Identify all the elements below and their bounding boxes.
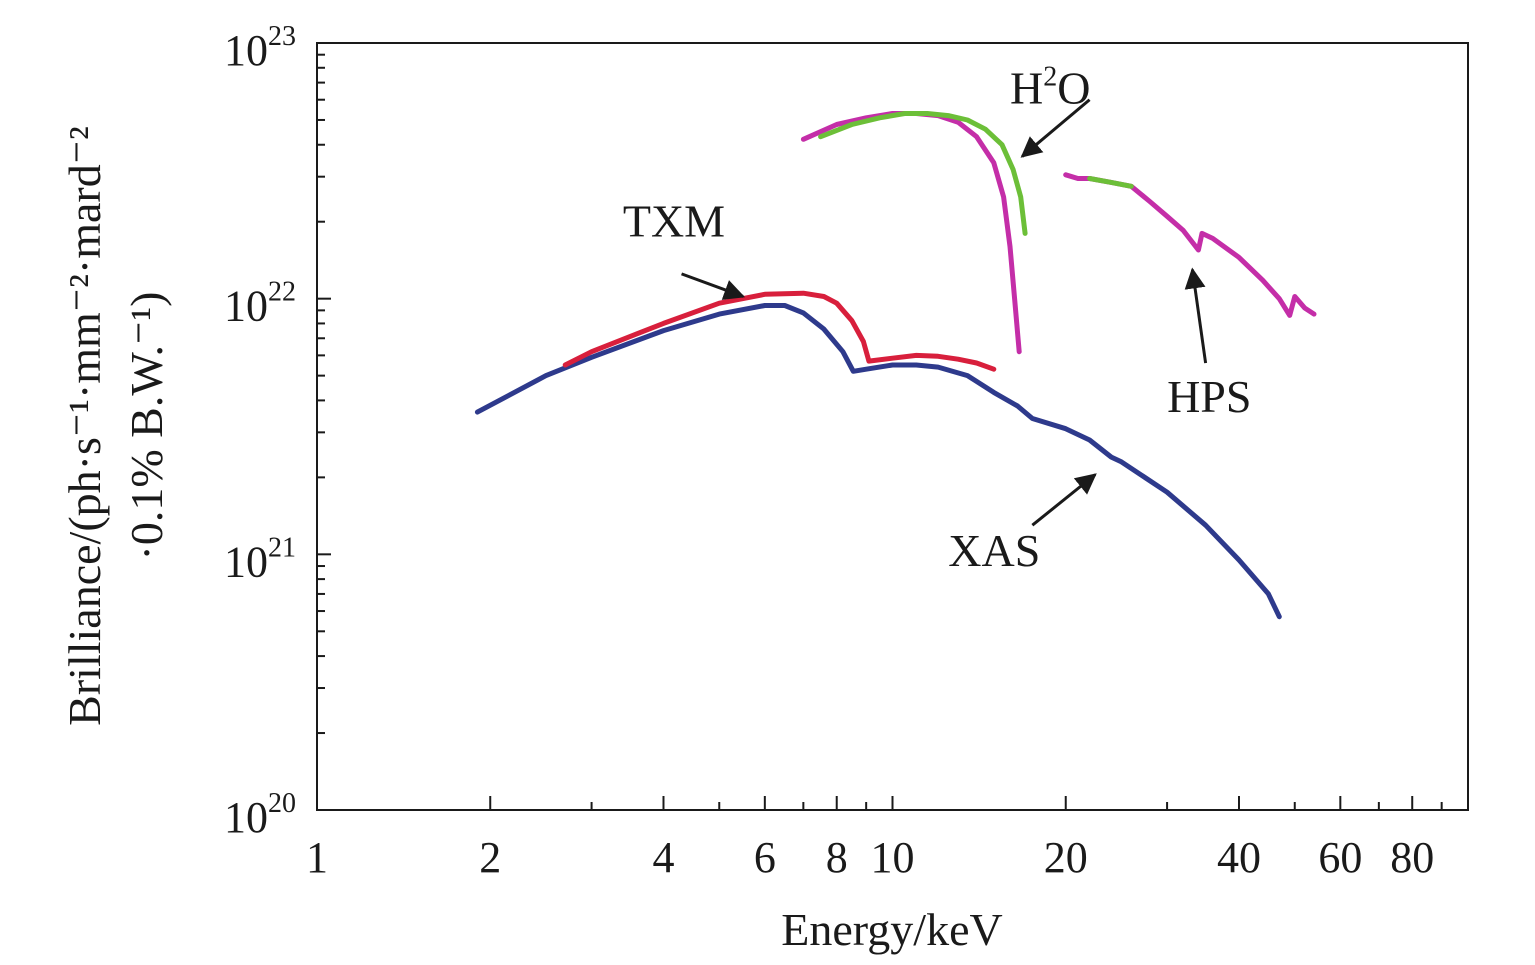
annotation-label: HPS (1167, 371, 1251, 422)
series-h2o-magenta (800, 111, 1022, 355)
y-tick-label: 1021 (224, 532, 296, 586)
x-tick-label: 4 (652, 833, 674, 882)
y-axis-title-line1: Brilliance/(ph·s⁻¹·mm⁻²·mard⁻² (59, 126, 110, 726)
x-tick-label: 8 (826, 833, 848, 882)
x-tick-label: 2 (479, 833, 501, 882)
axis-ticks (316, 42, 1443, 811)
annotation-label: XAS (948, 525, 1040, 576)
y-tick-labels: 1020 1021 1022 1023 (224, 21, 296, 842)
annotation-label: H2O (1010, 61, 1090, 113)
x-axis-title: Energy/keV (781, 904, 1002, 955)
annotation-label: TXM (623, 196, 725, 247)
annotation-arrow (1020, 98, 1091, 158)
annotation-arrow (1031, 473, 1097, 527)
x-tick-label: 20 (1044, 833, 1088, 882)
x-tick-labels: 1 2 4 6 8 10 20 40 60 80 (306, 833, 1434, 882)
x-tick-label: 10 (871, 833, 915, 882)
x-tick-label: 80 (1390, 833, 1434, 882)
annotation-layer: H2O TXM HPS XAS (623, 61, 1252, 576)
series-layer (474, 111, 1317, 620)
y-tick-label: 1022 (224, 277, 296, 331)
x-tick-label: 1 (306, 833, 328, 882)
annotation-arrow (1184, 267, 1208, 364)
series-hps (1063, 172, 1317, 318)
series-h2o-green (818, 111, 1028, 236)
x-tick-label: 60 (1318, 833, 1362, 882)
x-tick-label: 6 (754, 833, 776, 882)
annotation-arrow (681, 272, 746, 300)
y-axis-title-line2: ·0.1% B.W.⁻¹) (121, 292, 172, 561)
y-tick-label: 1020 (224, 788, 296, 842)
series-txm (562, 290, 997, 372)
x-tick-label: 40 (1217, 833, 1261, 882)
plot-frame (316, 42, 1469, 811)
y-tick-label: 1023 (224, 21, 296, 75)
series-xas (474, 303, 1282, 620)
series-hps-green-segment (1087, 176, 1134, 189)
